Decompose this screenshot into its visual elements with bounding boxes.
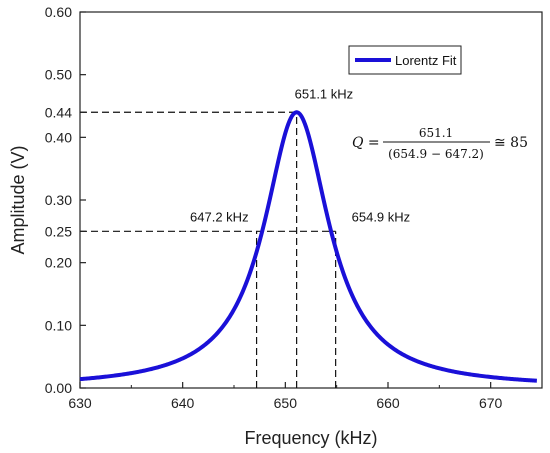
legend: Lorentz Fit	[348, 45, 462, 75]
y-tick-label: 0.44	[45, 104, 72, 120]
legend-label: Lorentz Fit	[395, 53, 457, 68]
series-line-lorentz-fit	[79, 110, 538, 383]
x-tick-label: 670	[479, 395, 503, 411]
series-layer	[79, 110, 538, 383]
x-axis-ticks: 630 640 650 660 670	[68, 382, 503, 411]
formula-denominator: (654.9 − 647.2)	[388, 147, 484, 161]
y-tick-label: 0.30	[45, 192, 72, 208]
formula-rhs: ≅ 85	[494, 135, 528, 151]
x-tick-label: 650	[274, 395, 298, 411]
x-tick-label: 660	[376, 395, 400, 411]
q-formula: Q = 651.1 (654.9 − 647.2) ≅ 85	[352, 126, 528, 161]
x-axis-title: Frequency (kHz)	[244, 428, 377, 448]
y-tick-label: 0.60	[45, 4, 72, 20]
y-tick-label: 0.25	[45, 223, 72, 239]
plot-frame	[79, 11, 543, 389]
y-axis-title: Amplitude (V)	[8, 145, 28, 254]
y-tick-label: 0.40	[45, 129, 72, 145]
reference-lines	[80, 111, 337, 388]
annotation-label: 647.2 kHz	[190, 209, 249, 224]
y-tick-label: 0.00	[45, 380, 72, 396]
annotation-label: 654.9 kHz	[352, 209, 411, 224]
formula-lhs: Q =	[352, 135, 380, 151]
y-axis-ticks: 0.00 0.10 0.20 0.25 0.30 0.40 0.44 0.50 0.60	[45, 4, 86, 396]
formula-numerator: 651.1	[419, 126, 453, 140]
y-tick-label: 0.50	[45, 67, 72, 83]
annotation-label: 651.1 kHz	[295, 86, 354, 101]
x-tick-label: 640	[171, 395, 195, 411]
x-tick-label: 630	[68, 395, 92, 411]
y-tick-label: 0.20	[45, 255, 72, 271]
y-tick-label: 0.10	[45, 317, 72, 333]
annotations: 651.1 kHz 647.2 kHz 654.9 kHz	[190, 86, 410, 224]
